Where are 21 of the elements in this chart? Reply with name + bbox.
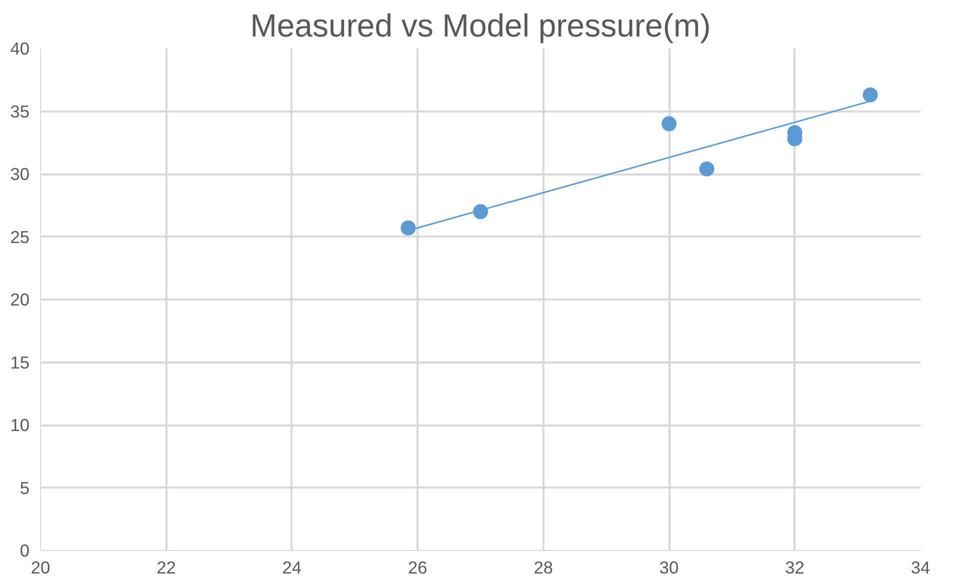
point [400, 220, 416, 236]
y-tick-label: 10 [10, 415, 30, 435]
point [862, 87, 878, 102]
x-tick-label: 32 [785, 558, 804, 578]
y-tick-label: 15 [10, 352, 30, 372]
y-tick-label: 20 [10, 290, 30, 310]
y-tick-label: 5 [20, 478, 30, 498]
x-tick-label: 30 [659, 558, 679, 578]
x-tick-label: 22 [156, 558, 176, 578]
x-tick-label: 26 [408, 558, 428, 578]
y-tick-label: 30 [10, 164, 30, 184]
x-tick-label: 24 [282, 558, 302, 578]
y-tick-label: 40 [10, 38, 30, 58]
y-tick-label: 35 [10, 101, 30, 122]
x-tick-label: 34 [910, 558, 930, 578]
y-tick-label: 0 [20, 540, 30, 560]
chart-title: Measured vs Model pressure(m) [250, 8, 711, 44]
y-tick-label: 25 [10, 226, 30, 247]
point [662, 116, 677, 132]
x-tick-label: 28 [534, 558, 553, 578]
point [699, 161, 714, 176]
